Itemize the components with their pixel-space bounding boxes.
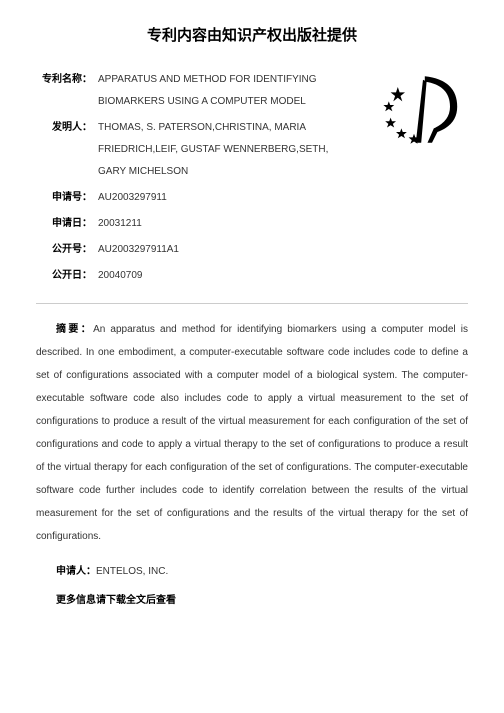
app-date-label: 申请日： — [36, 213, 92, 235]
app-date-row: 申请日： 20031211 — [36, 213, 468, 235]
page-title: 专利内容由知识产权出版社提供 — [36, 24, 468, 45]
pub-date-value: 20040709 — [92, 265, 332, 287]
pub-date-row: 公开日： 20040709 — [36, 265, 468, 287]
pub-no-label: 公开号： — [36, 239, 92, 261]
inventor-label: 发明人： — [36, 117, 92, 183]
applicant-label: 申请人： — [56, 566, 96, 577]
inventor-value: THOMAS, S. PATERSON,CHRISTINA, MARIA FRI… — [92, 117, 332, 183]
abstract-section: 摘要：An apparatus and method for identifyi… — [36, 318, 468, 548]
pub-no-value: AU2003297911A1 — [92, 239, 332, 261]
applicant-row: 申请人：ENTELOS, INC. — [36, 562, 468, 577]
metadata-section: 专利名称： APPARATUS AND METHOD FOR IDENTIFYI… — [36, 69, 468, 287]
app-no-value: AU2003297911 — [92, 187, 332, 209]
patent-office-logo — [378, 69, 468, 149]
footer-note: 更多信息请下载全文后查看 — [36, 591, 468, 606]
app-date-value: 20031211 — [92, 213, 332, 235]
divider-line — [36, 303, 468, 304]
abstract-label: 摘要： — [56, 324, 93, 335]
app-no-label: 申请号： — [36, 187, 92, 209]
pub-no-row: 公开号： AU2003297911A1 — [36, 239, 468, 261]
abstract-text: An apparatus and method for identifying … — [36, 324, 468, 542]
patent-name-label: 专利名称： — [36, 69, 92, 113]
pub-date-label: 公开日： — [36, 265, 92, 287]
patent-name-value: APPARATUS AND METHOD FOR IDENTIFYING BIO… — [92, 69, 332, 113]
app-no-row: 申请号： AU2003297911 — [36, 187, 468, 209]
applicant-value: ENTELOS, INC. — [96, 566, 168, 577]
